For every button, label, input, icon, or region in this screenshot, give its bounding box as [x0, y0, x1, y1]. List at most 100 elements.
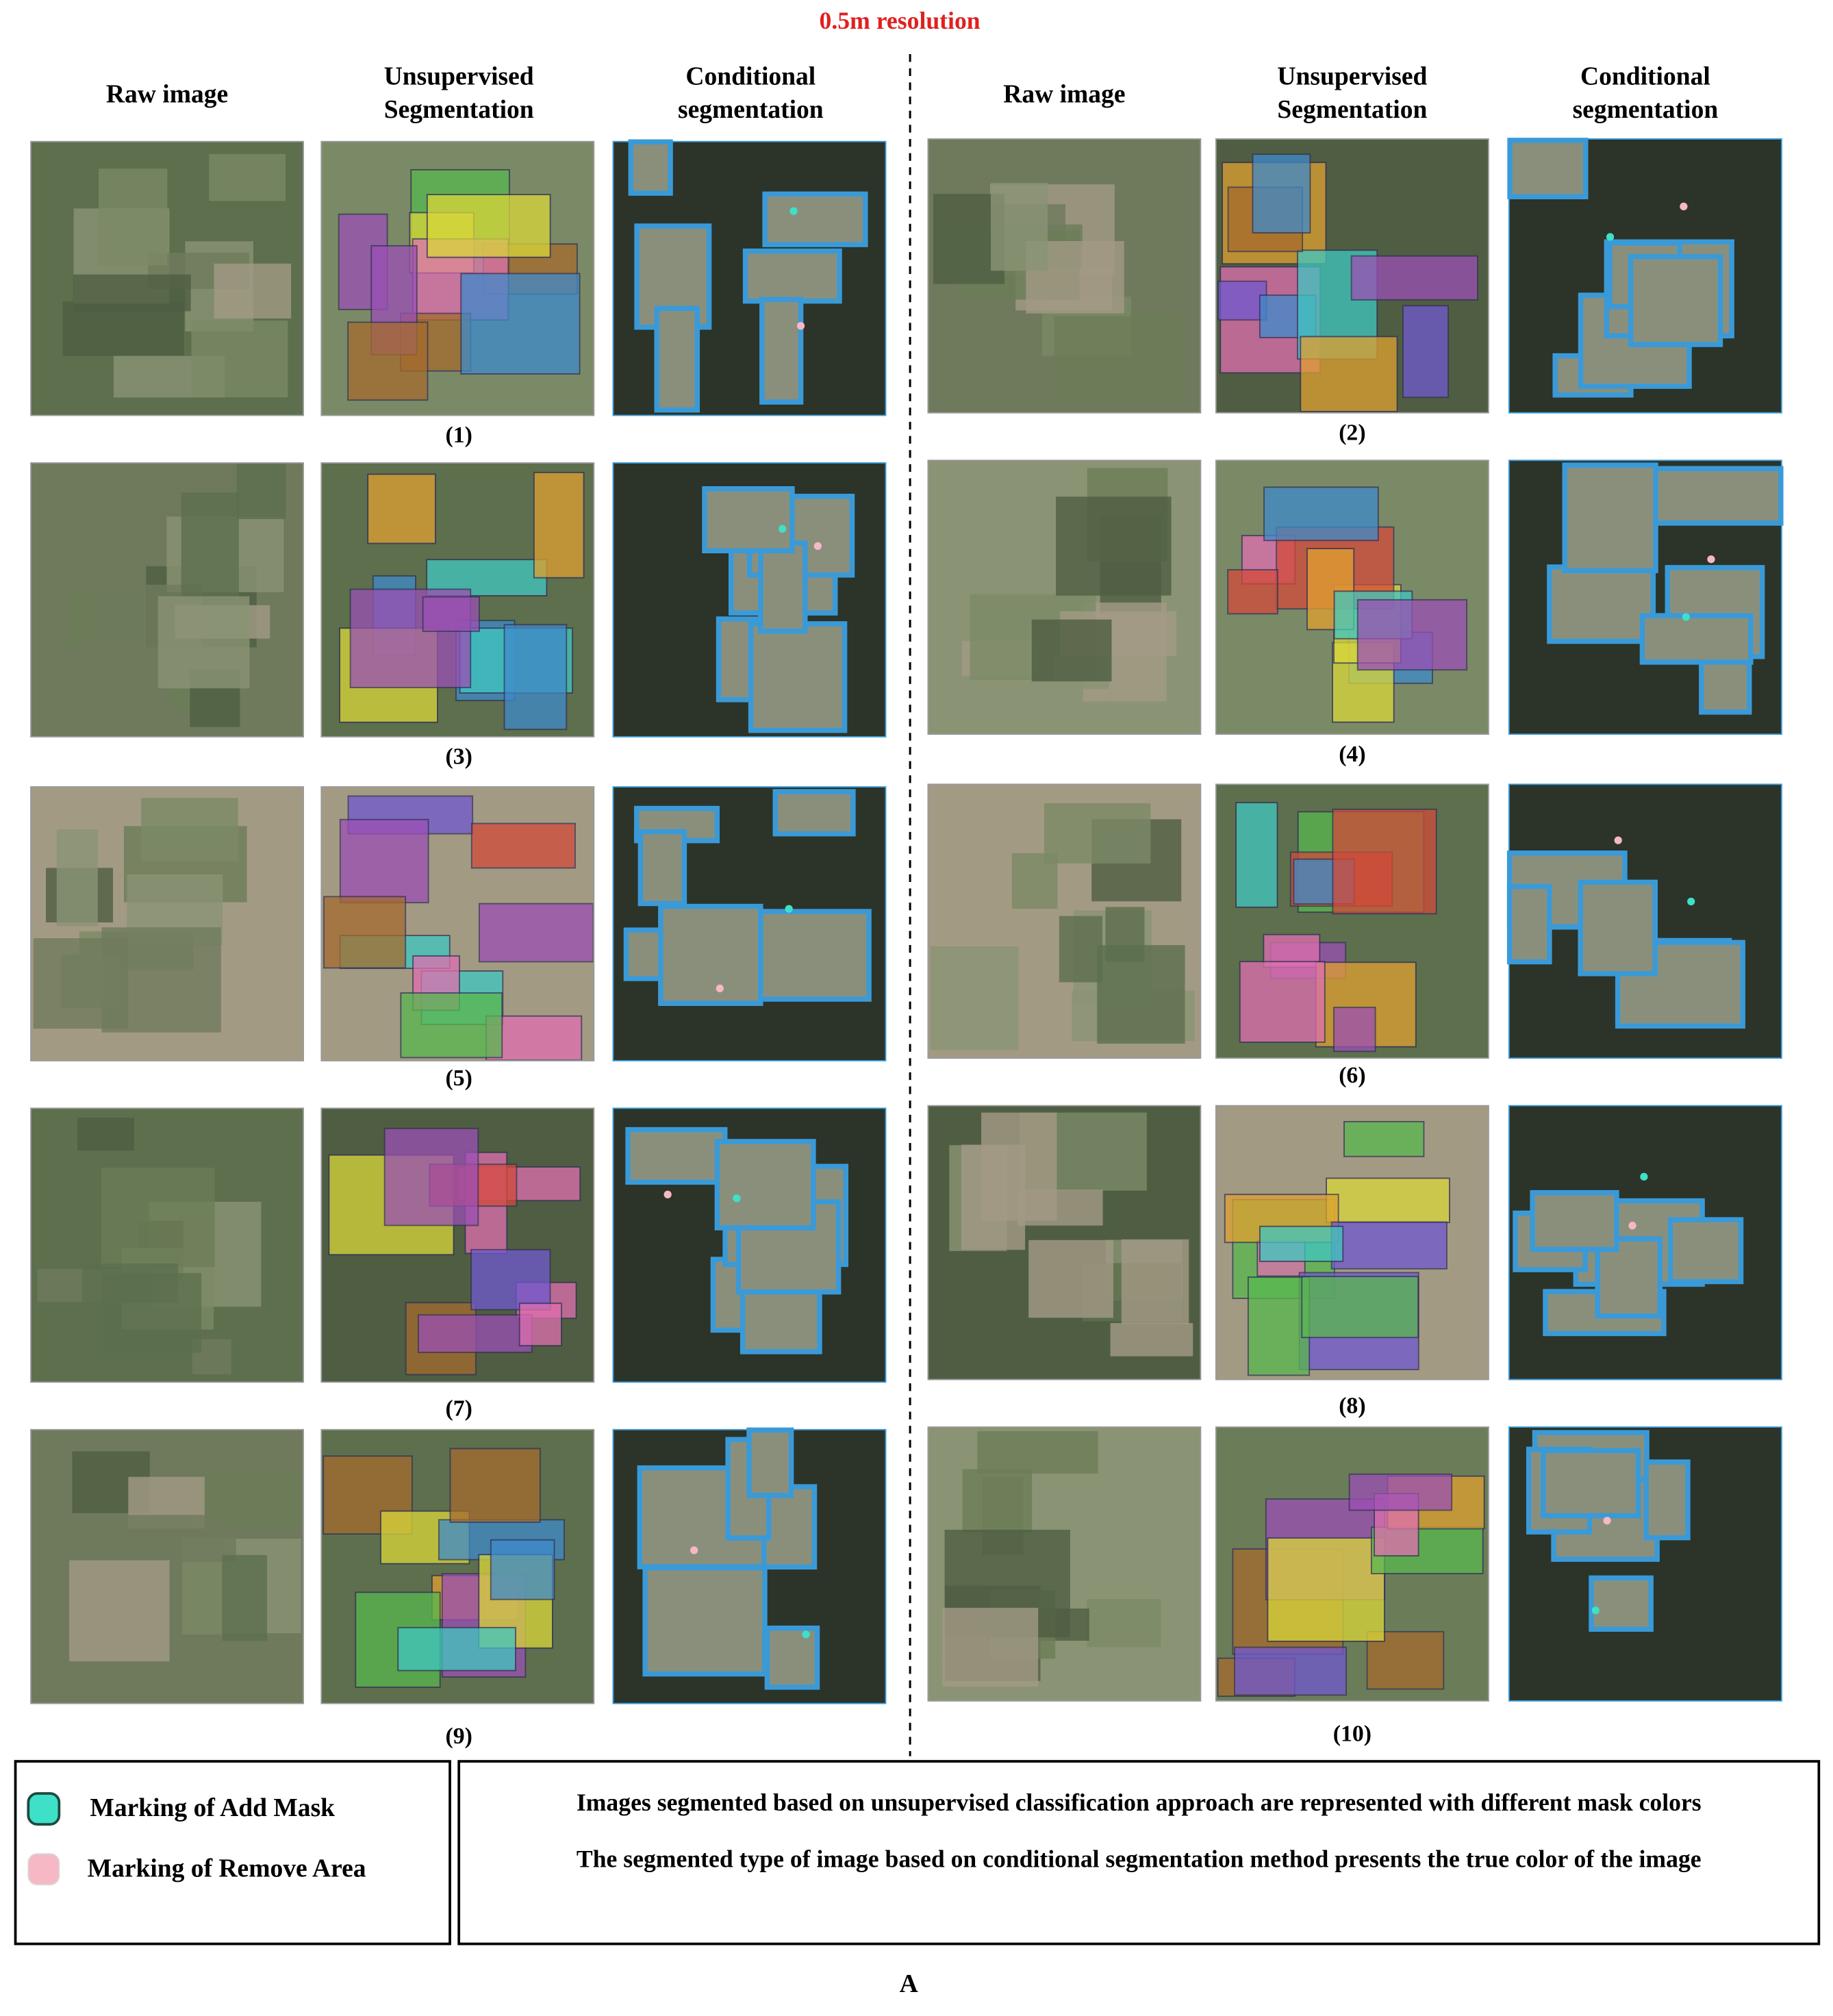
segment-mask — [449, 1448, 541, 1523]
segmented-area — [772, 789, 856, 837]
segment-mask — [1263, 486, 1379, 542]
field — [69, 1560, 170, 1662]
image-tile — [1508, 459, 1784, 735]
image-tile — [1506, 783, 1782, 1059]
segment-mask — [1333, 1007, 1376, 1053]
field — [1110, 1323, 1193, 1357]
field — [1059, 916, 1103, 983]
segment-mask — [1315, 961, 1417, 1048]
segmented-area — [742, 248, 842, 304]
remove-mark — [1680, 202, 1688, 211]
field — [977, 1431, 1098, 1474]
image-tile — [30, 462, 304, 738]
field — [1028, 1239, 1113, 1318]
segmented-area — [1628, 254, 1723, 347]
tile-border — [612, 1107, 887, 1383]
tile-border — [1215, 1426, 1489, 1702]
tile-border — [927, 138, 1202, 414]
tile-border — [30, 786, 304, 1061]
image-tile — [1215, 459, 1489, 735]
field — [1097, 945, 1185, 1044]
tile-border — [320, 786, 595, 1061]
tile-border — [612, 1428, 887, 1704]
segment-mask — [323, 896, 407, 969]
segment-mask — [1234, 1646, 1348, 1696]
segmented-area — [1547, 564, 1656, 644]
segment-mask — [1267, 1537, 1385, 1642]
field — [33, 938, 129, 1029]
segment-mask — [1247, 1276, 1311, 1376]
segment-mask — [1300, 336, 1398, 412]
field — [77, 1118, 134, 1151]
segment-mask — [1252, 153, 1311, 234]
segmented-area — [746, 1427, 794, 1498]
remove-mark — [663, 1190, 672, 1199]
tile-border — [612, 462, 887, 738]
segmented-area — [758, 540, 808, 634]
segmented-area — [1578, 879, 1658, 977]
add-mark — [1591, 1606, 1600, 1615]
column-header: Raw image — [1003, 81, 1125, 109]
field — [73, 274, 191, 312]
image-tile — [612, 786, 887, 1061]
segment-mask — [1259, 1225, 1344, 1262]
field — [141, 798, 238, 861]
segment-mask — [1330, 1221, 1448, 1270]
legend-box — [14, 1760, 451, 1945]
tile-border — [1508, 459, 1782, 735]
tile-border — [320, 1428, 595, 1704]
segment-mask — [397, 1626, 516, 1672]
segment-mask — [518, 1302, 562, 1347]
segmented-area — [658, 903, 763, 1007]
remove-mark — [716, 984, 724, 993]
add-mark — [733, 1194, 741, 1202]
segment-mask — [1402, 305, 1450, 399]
segmented-area — [1530, 1189, 1619, 1252]
image-tile — [927, 459, 1202, 735]
column-header: segmentation — [678, 96, 824, 124]
segment-mask — [1301, 1276, 1419, 1339]
tile-border — [30, 1428, 304, 1704]
field — [1011, 853, 1058, 909]
segmented-area — [1562, 462, 1658, 574]
field — [1031, 619, 1112, 682]
panel-label: (2) — [1339, 420, 1365, 445]
add-mark — [1606, 233, 1615, 241]
add-mark — [1640, 1172, 1648, 1181]
segment-mask — [470, 1248, 551, 1311]
image-tile — [612, 1427, 887, 1704]
field — [126, 1515, 236, 1563]
panel-label: (3) — [445, 744, 472, 770]
remove-mark — [1707, 555, 1715, 564]
column-header: Segmentation — [384, 96, 534, 124]
image-tile — [320, 786, 595, 1061]
image-tile — [30, 140, 304, 416]
tile-border — [927, 459, 1202, 735]
segmented-area — [702, 486, 795, 554]
remove-mark — [813, 542, 822, 551]
segment-mask — [490, 1539, 555, 1600]
field — [1087, 1599, 1161, 1648]
panel-label: (4) — [1339, 742, 1365, 767]
field — [101, 1168, 215, 1268]
segmented-area — [1639, 613, 1754, 665]
image-tile — [30, 1428, 304, 1704]
image-tile — [30, 786, 304, 1061]
remove-mark — [1614, 836, 1622, 844]
field — [1017, 1189, 1103, 1226]
segment-mask — [1227, 569, 1278, 615]
segment-mask — [418, 1314, 533, 1353]
segmented-area — [1699, 653, 1752, 715]
field — [82, 1263, 179, 1303]
segment-mask — [383, 1127, 479, 1226]
segmented-area — [764, 1625, 820, 1690]
figure-title: 0.5m resolution — [820, 7, 981, 34]
add-mark — [1687, 897, 1695, 906]
figure-label: A — [900, 1970, 918, 1998]
segmented-area — [1667, 1217, 1744, 1285]
field — [191, 320, 288, 398]
field — [930, 946, 1019, 1050]
segmented-area — [1589, 1575, 1654, 1632]
tile-border — [1508, 1426, 1782, 1702]
column-header: Conditional — [685, 62, 816, 90]
